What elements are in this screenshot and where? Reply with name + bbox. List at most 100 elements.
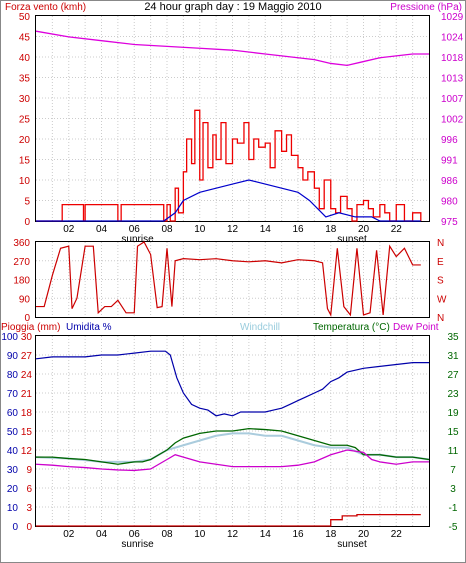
- humidity-hour-20: 20: [358, 529, 370, 540]
- direction-compass-0: N: [437, 238, 444, 249]
- humidity-hour-14: 14: [260, 529, 272, 540]
- temp-tick-23: 23: [447, 389, 459, 400]
- wind-hour-12: 12: [227, 224, 239, 235]
- humidity-tick-50: 50: [7, 427, 19, 438]
- wind-tick-35: 35: [19, 74, 31, 85]
- pressure-tick-996: 996: [441, 135, 458, 146]
- wind-avg-series: [36, 179, 421, 222]
- humidity-tick-0: 0: [12, 522, 18, 533]
- wind-tick-15: 15: [19, 156, 31, 167]
- rain-tick-15: 15: [21, 427, 33, 438]
- direction-compass-2: S: [437, 276, 444, 287]
- humidity-tick-70: 70: [7, 389, 19, 400]
- direction-compass-3: W: [437, 294, 447, 305]
- pressure-tick-1018: 1018: [441, 53, 464, 64]
- pressure-tick-980: 980: [441, 197, 458, 208]
- humidity-tick-40: 40: [7, 446, 19, 457]
- pressure-series: [35, 30, 429, 67]
- humidity-tick-90: 90: [7, 351, 19, 362]
- humidity-series: [35, 350, 429, 417]
- humidity-hour-22: 22: [391, 529, 403, 540]
- wind-tick-50: 50: [19, 12, 31, 23]
- wind-hour-18: 18: [325, 224, 337, 235]
- humidity-hour-06: 06: [129, 529, 141, 540]
- wind-hour-06: 06: [129, 224, 141, 235]
- wind-hour-02: 02: [63, 224, 75, 235]
- rain-tick-12: 12: [21, 446, 33, 457]
- humidity-hour-16: 16: [292, 529, 304, 540]
- direction-compass-1: E: [437, 257, 444, 268]
- direction-tick-180: 180: [13, 276, 30, 287]
- pressure-tick-1024: 1024: [441, 33, 464, 44]
- temp-tick-27: 27: [447, 370, 459, 381]
- direction-series: [36, 241, 421, 317]
- wind-axis-label: Forza vento (kmh): [5, 2, 86, 13]
- rain-tick-18: 18: [21, 408, 33, 419]
- graph-title: 24 hour graph day : 19 Maggio 2010: [144, 1, 321, 13]
- humidity-sunset-label: sunset: [337, 539, 367, 550]
- temp-tick-31: 31: [447, 351, 459, 362]
- rain-tick-24: 24: [21, 370, 33, 381]
- wind-grid: [36, 16, 429, 221]
- wind-hour-22: 22: [391, 224, 403, 235]
- wind-gust-series: [36, 109, 422, 222]
- temp-tick-19: 19: [447, 408, 459, 419]
- dewpoint-axis-label: Dew Point: [393, 322, 439, 333]
- rain-axis-label: Pioggia (mm): [1, 322, 60, 333]
- pressure-tick-991: 991: [441, 156, 458, 167]
- humidity-tick-80: 80: [7, 370, 19, 381]
- pressure-tick-1002: 1002: [441, 115, 464, 126]
- temperature-axis-label: Temperatura (°C): [313, 322, 390, 333]
- windchill-label: Windchill: [240, 322, 280, 333]
- temperature-series: [36, 427, 430, 465]
- wind-tick-25: 25: [19, 115, 31, 126]
- rain-tick-3: 3: [26, 503, 32, 514]
- temp-tick--1: -1: [449, 503, 458, 514]
- wind-hour-20: 20: [358, 224, 370, 235]
- rain-tick-27: 27: [21, 351, 33, 362]
- temp-tick--5: -5: [449, 522, 458, 533]
- rain-tick-9: 9: [26, 465, 32, 476]
- humidity-hour-02: 02: [63, 529, 75, 540]
- direction-tick-360: 360: [13, 238, 30, 249]
- rain-series: [36, 513, 421, 527]
- temp-tick-3: 3: [450, 484, 456, 495]
- humidity-hour-10: 10: [194, 529, 206, 540]
- rain-tick-0: 0: [26, 522, 32, 533]
- humidity-hour-18: 18: [325, 529, 337, 540]
- humidity-tick-20: 20: [7, 484, 19, 495]
- wind-tick-10: 10: [19, 176, 31, 187]
- temp-tick-7: 7: [450, 465, 456, 476]
- humidity-sunrise-label: sunrise: [121, 539, 154, 550]
- wind-hour-16: 16: [292, 224, 304, 235]
- wind-tick-20: 20: [19, 135, 31, 146]
- temp-tick-11: 11: [448, 446, 459, 457]
- wind-sunrise-label: sunrise: [121, 234, 154, 245]
- pressure-axis-label: Pressione (hPa): [390, 2, 462, 13]
- wind-tick-30: 30: [19, 94, 31, 105]
- humidity-tick-100: 100: [1, 332, 18, 343]
- dewpoint-series: [35, 449, 429, 472]
- humidity-axis-label: Umidita %: [66, 322, 112, 333]
- direction-compass-4: N: [437, 313, 444, 324]
- wind-sunset-label: sunset: [337, 234, 367, 245]
- humidity-hour-08: 08: [161, 529, 173, 540]
- humidity-tick-10: 10: [7, 503, 19, 514]
- rain-tick-6: 6: [26, 484, 32, 495]
- humidity-tick-30: 30: [7, 465, 19, 476]
- pressure-tick-986: 986: [441, 176, 458, 187]
- humidity-tick-60: 60: [7, 408, 19, 419]
- direction-tick-0: 0: [24, 313, 30, 324]
- wind-hour-08: 08: [161, 224, 173, 235]
- direction-tick-270: 270: [13, 257, 30, 268]
- rain-tick-21: 21: [21, 389, 33, 400]
- pressure-tick-1007: 1007: [441, 94, 464, 105]
- wind-tick-40: 40: [19, 53, 31, 64]
- wind-hour-10: 10: [194, 224, 206, 235]
- humidity-grid: [36, 336, 429, 526]
- humidity-hour-12: 12: [227, 529, 239, 540]
- direction-grid: [36, 242, 429, 317]
- rain-tick-30: 30: [21, 332, 33, 343]
